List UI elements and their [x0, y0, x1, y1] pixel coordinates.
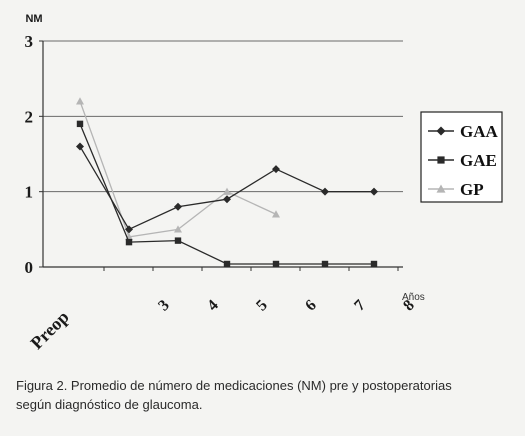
- figure-caption: Figura 2. Promedio de número de medicaci…: [16, 376, 516, 414]
- data-point-gaa: [125, 225, 133, 234]
- legend-label-gaa: GAA: [460, 122, 499, 141]
- legend-marker-gaa: [436, 126, 446, 136]
- data-point-gaa: [370, 187, 378, 196]
- data-point-gae: [370, 260, 378, 268]
- x-tick-label: 5: [253, 297, 271, 315]
- x-tick-label: 3: [155, 297, 173, 315]
- data-point-gp: [174, 225, 182, 233]
- legend-label-gp: GP: [460, 180, 484, 199]
- y-tick-label: 2: [25, 107, 34, 126]
- data-point-gaa: [76, 142, 84, 151]
- series-line-gp: [79, 101, 277, 238]
- x-tick-label: 4: [204, 297, 222, 315]
- y-tick-label: 1: [25, 183, 34, 202]
- x-unit-label: Años: [402, 292, 425, 303]
- data-point-gaa: [321, 187, 329, 196]
- data-point-gae: [174, 237, 182, 244]
- legend-marker-gae: [437, 156, 445, 164]
- data-point-gp: [272, 210, 280, 218]
- data-point-gae: [223, 260, 231, 268]
- y-axis-title: NM: [25, 13, 42, 25]
- legend-label-gae: GAE: [460, 151, 497, 170]
- data-point-gae: [76, 120, 84, 128]
- y-tick-label: 0: [25, 258, 34, 277]
- x-tick-label: 6: [302, 297, 320, 315]
- caption-line-2: según diagnóstico de glaucoma.: [16, 397, 203, 412]
- data-point-gp: [223, 187, 231, 195]
- y-tick-label: 3: [25, 32, 34, 51]
- data-point-gaa: [174, 202, 182, 211]
- data-point-gaa: [272, 165, 280, 174]
- legend-box: [420, 111, 503, 203]
- x-tick-label: Preop: [26, 307, 72, 353]
- data-point-gae: [125, 238, 133, 246]
- data-point-gae: [321, 260, 329, 268]
- data-point-gp: [76, 97, 84, 105]
- data-point-gaa: [223, 195, 231, 204]
- x-tick-label: 7: [351, 297, 369, 315]
- legend-marker-gp: [436, 184, 446, 193]
- caption-line-1: Figura 2. Promedio de número de medicaci…: [16, 378, 452, 393]
- data-point-gae: [272, 260, 280, 268]
